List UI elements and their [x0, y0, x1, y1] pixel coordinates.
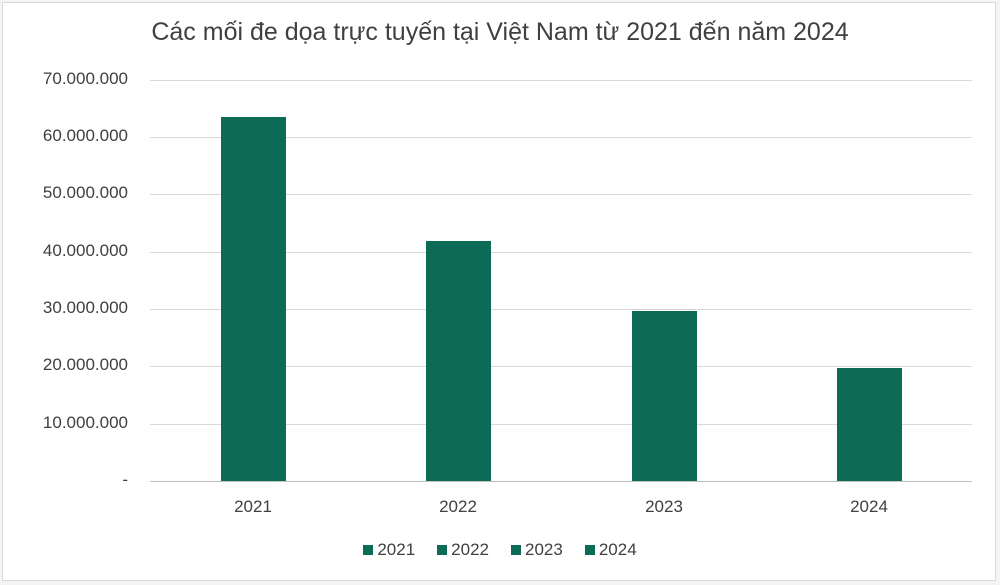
legend-item-2023: 2023 [511, 540, 563, 560]
legend-item-2022: 2022 [437, 540, 489, 560]
legend-item-2021: 2021 [363, 540, 415, 560]
gridline [150, 252, 972, 253]
y-tick-label: 30.000.000 [42, 298, 128, 317]
y-tick-label: 10.000.000 [42, 413, 128, 432]
bar-2022 [425, 241, 491, 481]
bar-2023 [631, 311, 697, 481]
gridline [150, 424, 972, 425]
x-tick-label: 2024 [850, 497, 888, 516]
x-tick-label: 2021 [234, 497, 272, 516]
gridline [150, 366, 972, 367]
y-tick-label: 70.000.000 [42, 69, 128, 88]
gridline [150, 137, 972, 138]
legend-swatch [511, 545, 521, 555]
gridline [150, 309, 972, 310]
legend-swatch [584, 545, 595, 555]
y-tick-label: - [122, 470, 128, 489]
bar-2024 [836, 368, 902, 481]
legend: 2021 2022 2023 2024 [0, 540, 1000, 560]
bar-2021 [220, 116, 286, 481]
x-axis-line [150, 481, 972, 482]
x-tick-label: 2023 [645, 497, 683, 516]
y-tick-label: 20.000.000 [42, 355, 128, 374]
legend-item-2024: 2024 [584, 540, 637, 560]
chart-title: Các mối đe dọa trực tuyến tại Việt Nam t… [151, 18, 849, 46]
y-tick-label: 40.000.000 [42, 241, 128, 260]
x-tick-label: 2022 [439, 497, 477, 516]
legend-swatch [363, 545, 374, 555]
y-tick-label: 60.000.000 [42, 126, 128, 145]
y-tick-label: 50.000.000 [42, 183, 128, 202]
gridline [150, 80, 972, 81]
gridline [150, 194, 972, 195]
legend-swatch [437, 545, 448, 555]
